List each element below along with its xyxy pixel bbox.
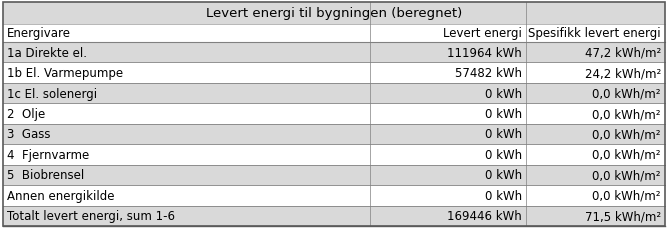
Bar bbox=[3, 3, 665, 25]
Text: Levert energi til bygningen (beregnet): Levert energi til bygningen (beregnet) bbox=[206, 8, 462, 20]
Text: 0 kWh: 0 kWh bbox=[485, 169, 522, 182]
Text: 5  Biobrensel: 5 Biobrensel bbox=[7, 169, 84, 182]
Bar bbox=[3, 206, 665, 226]
Text: 111964 kWh: 111964 kWh bbox=[448, 46, 522, 60]
Text: 1a Direkte el.: 1a Direkte el. bbox=[7, 46, 87, 60]
Text: 169446 kWh: 169446 kWh bbox=[448, 209, 522, 222]
Text: Totalt levert energi, sum 1-6: Totalt levert energi, sum 1-6 bbox=[7, 209, 175, 222]
Text: 0,0 kWh/m²: 0,0 kWh/m² bbox=[593, 128, 661, 141]
Bar bbox=[3, 104, 665, 124]
Bar bbox=[3, 185, 665, 206]
Text: Energivare: Energivare bbox=[7, 27, 71, 40]
Text: 0,0 kWh/m²: 0,0 kWh/m² bbox=[593, 148, 661, 161]
Text: Annen energikilde: Annen energikilde bbox=[7, 189, 114, 202]
Text: 0,0 kWh/m²: 0,0 kWh/m² bbox=[593, 108, 661, 120]
Text: 2  Olje: 2 Olje bbox=[7, 108, 45, 120]
Text: Spesifikk levert energi: Spesifikk levert energi bbox=[528, 27, 661, 40]
Bar bbox=[3, 25, 665, 43]
Bar bbox=[3, 124, 665, 144]
Bar bbox=[3, 63, 665, 84]
Text: 1c El. solenergi: 1c El. solenergi bbox=[7, 87, 97, 100]
Text: 0,0 kWh/m²: 0,0 kWh/m² bbox=[593, 169, 661, 182]
Bar bbox=[3, 165, 665, 185]
Text: 0 kWh: 0 kWh bbox=[485, 128, 522, 141]
Text: 0,0 kWh/m²: 0,0 kWh/m² bbox=[593, 189, 661, 202]
Bar bbox=[3, 144, 665, 165]
Text: 4  Fjernvarme: 4 Fjernvarme bbox=[7, 148, 90, 161]
Text: 0 kWh: 0 kWh bbox=[485, 87, 522, 100]
Text: 47,2 kWh/m²: 47,2 kWh/m² bbox=[584, 46, 661, 60]
Text: Levert energi: Levert energi bbox=[443, 27, 522, 40]
Text: 24,2 kWh/m²: 24,2 kWh/m² bbox=[584, 67, 661, 80]
Text: 0,0 kWh/m²: 0,0 kWh/m² bbox=[593, 87, 661, 100]
Bar bbox=[3, 43, 665, 63]
Text: 0 kWh: 0 kWh bbox=[485, 189, 522, 202]
Text: 0 kWh: 0 kWh bbox=[485, 108, 522, 120]
Bar bbox=[3, 84, 665, 104]
Text: 57482 kWh: 57482 kWh bbox=[455, 67, 522, 80]
Text: 3  Gass: 3 Gass bbox=[7, 128, 51, 141]
Text: 71,5 kWh/m²: 71,5 kWh/m² bbox=[585, 209, 661, 222]
Text: 0 kWh: 0 kWh bbox=[485, 148, 522, 161]
Text: 1b El. Varmepumpe: 1b El. Varmepumpe bbox=[7, 67, 123, 80]
